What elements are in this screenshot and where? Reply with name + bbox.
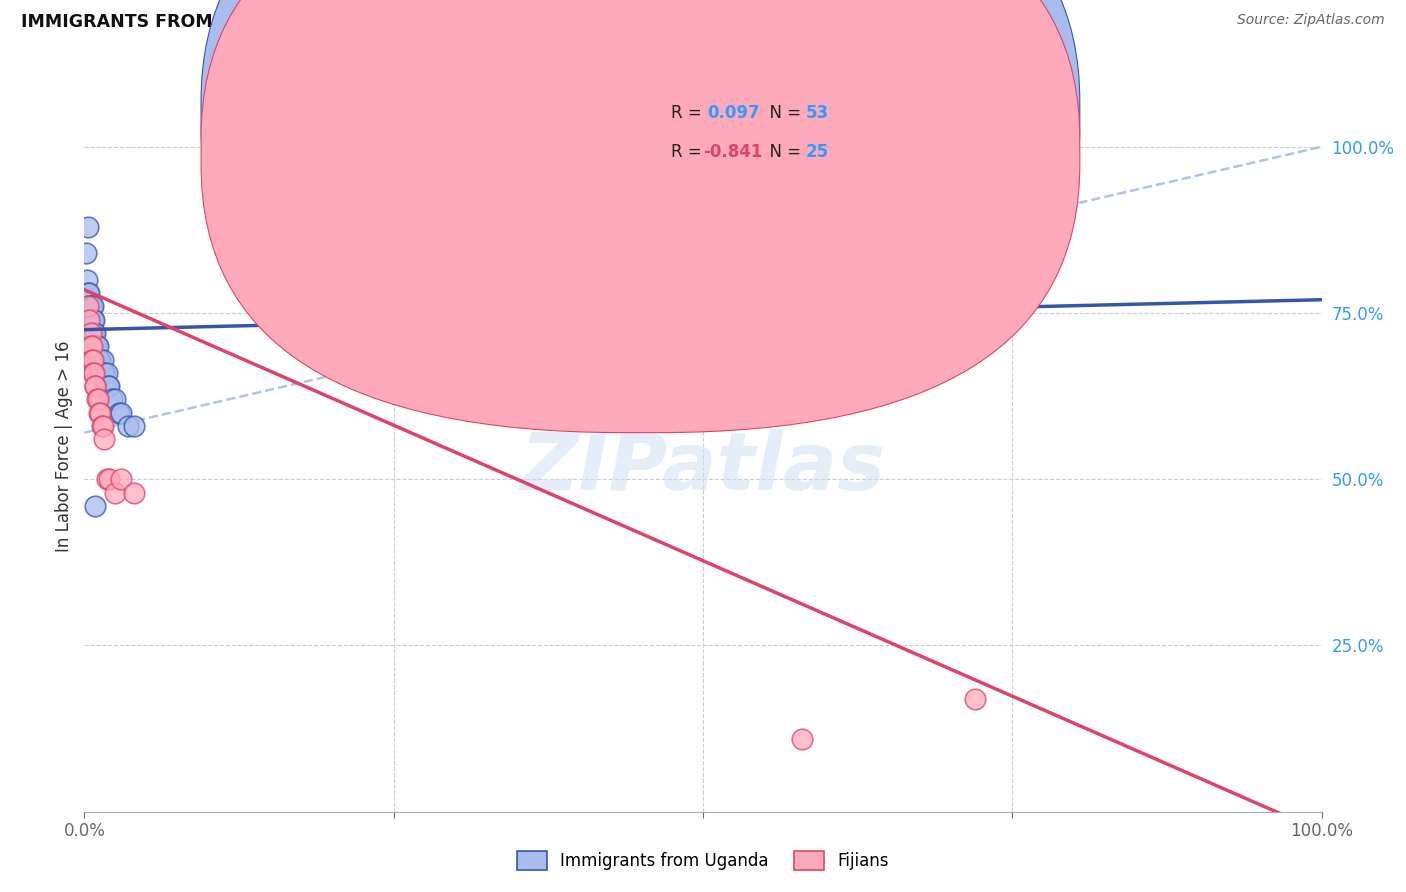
Point bbox=[89, 366, 111, 380]
Point bbox=[117, 419, 139, 434]
Point bbox=[86, 352, 108, 367]
Point bbox=[80, 326, 103, 340]
Point bbox=[104, 485, 127, 500]
Text: Source: ZipAtlas.com: Source: ZipAtlas.com bbox=[1237, 13, 1385, 28]
Point bbox=[79, 339, 101, 353]
Point bbox=[790, 731, 813, 746]
Point bbox=[84, 499, 107, 513]
Text: N =: N = bbox=[759, 143, 807, 161]
Point bbox=[83, 352, 105, 367]
Point bbox=[87, 392, 110, 407]
Point bbox=[80, 352, 103, 367]
Point bbox=[80, 352, 103, 367]
Point bbox=[108, 406, 131, 420]
Point bbox=[79, 312, 101, 326]
Point bbox=[89, 406, 111, 420]
Point bbox=[94, 379, 117, 393]
Point bbox=[79, 312, 101, 326]
Point bbox=[965, 691, 987, 706]
Point bbox=[84, 379, 107, 393]
Point bbox=[93, 433, 115, 447]
Point bbox=[79, 312, 101, 326]
Point bbox=[89, 352, 111, 367]
Point bbox=[90, 419, 112, 434]
Point bbox=[79, 299, 101, 313]
Point bbox=[86, 392, 108, 407]
Point bbox=[79, 299, 101, 313]
Point bbox=[75, 246, 97, 260]
Point bbox=[86, 366, 108, 380]
Point bbox=[83, 326, 105, 340]
Point bbox=[80, 339, 103, 353]
Point bbox=[89, 366, 111, 380]
Point bbox=[79, 326, 101, 340]
Point bbox=[110, 472, 132, 486]
Text: N =: N = bbox=[759, 104, 807, 122]
Point bbox=[76, 273, 98, 287]
Text: 0.097: 0.097 bbox=[707, 104, 759, 122]
Point bbox=[89, 352, 111, 367]
Point bbox=[77, 286, 100, 301]
Point bbox=[90, 366, 112, 380]
Point bbox=[122, 485, 145, 500]
Text: -0.841: -0.841 bbox=[703, 143, 762, 161]
Point bbox=[84, 352, 107, 367]
Point bbox=[80, 312, 103, 326]
Y-axis label: In Labor Force | Age > 16: In Labor Force | Age > 16 bbox=[55, 340, 73, 552]
Point bbox=[82, 299, 104, 313]
Point bbox=[84, 326, 107, 340]
Point bbox=[91, 419, 114, 434]
Point bbox=[104, 392, 127, 407]
Point bbox=[84, 379, 107, 393]
Point bbox=[96, 366, 118, 380]
Point bbox=[82, 352, 104, 367]
Point bbox=[83, 339, 105, 353]
Point bbox=[87, 339, 110, 353]
Point bbox=[82, 326, 104, 340]
Point bbox=[80, 299, 103, 313]
Point bbox=[100, 392, 122, 407]
Point bbox=[83, 312, 105, 326]
Text: R =: R = bbox=[671, 104, 707, 122]
Point bbox=[91, 352, 114, 367]
Text: R =: R = bbox=[671, 143, 707, 161]
Point bbox=[98, 472, 121, 486]
Point bbox=[76, 299, 98, 313]
Point bbox=[82, 339, 104, 353]
Point bbox=[97, 379, 120, 393]
Point bbox=[77, 299, 100, 313]
Point bbox=[91, 366, 114, 380]
Text: 25: 25 bbox=[806, 143, 828, 161]
Point bbox=[84, 339, 107, 353]
Point bbox=[82, 366, 104, 380]
Point bbox=[86, 339, 108, 353]
Text: ZIPatlas: ZIPatlas bbox=[520, 429, 886, 507]
Point bbox=[77, 312, 100, 326]
Point bbox=[79, 286, 101, 301]
Point bbox=[98, 379, 121, 393]
Point bbox=[77, 219, 100, 234]
Text: 53: 53 bbox=[806, 104, 828, 122]
Text: IMMIGRANTS FROM UGANDA VS FIJIAN IN LABOR FORCE | AGE > 16 CORRELATION CHART: IMMIGRANTS FROM UGANDA VS FIJIAN IN LABO… bbox=[21, 13, 894, 31]
Point bbox=[122, 419, 145, 434]
Point bbox=[80, 339, 103, 353]
Point bbox=[79, 326, 101, 340]
Legend: Immigrants from Uganda, Fijians: Immigrants from Uganda, Fijians bbox=[510, 844, 896, 877]
Point bbox=[110, 406, 132, 420]
Point bbox=[82, 312, 104, 326]
Point bbox=[89, 406, 111, 420]
Point bbox=[83, 366, 105, 380]
Point bbox=[93, 366, 115, 380]
Point bbox=[87, 352, 110, 367]
Point bbox=[77, 299, 100, 313]
Point bbox=[96, 472, 118, 486]
